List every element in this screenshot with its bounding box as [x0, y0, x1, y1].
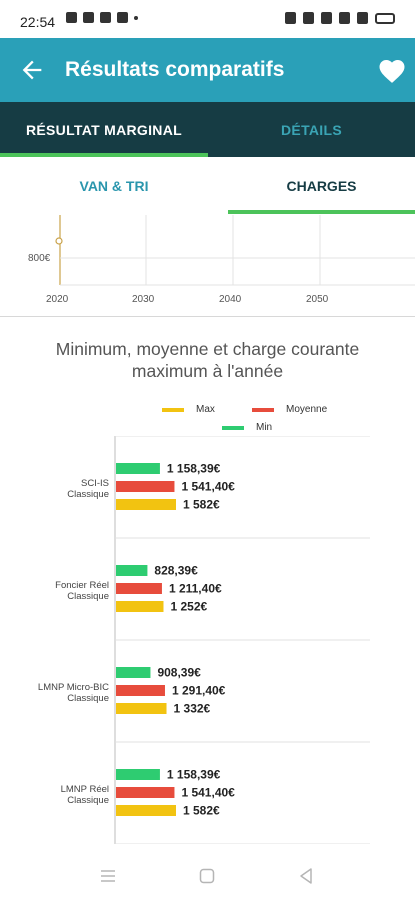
wifi-icon — [339, 12, 350, 24]
legend-swatch-min — [222, 425, 244, 430]
legend-item-max[interactable]: Max — [162, 404, 215, 415]
x-tick-2050: 2050 — [306, 294, 329, 305]
timeline-chart[interactable]: 800€ 2020 2030 2040 2050 — [0, 215, 415, 316]
chart-title-line-2: maximum à l'année — [131, 361, 284, 381]
timeline-point — [55, 237, 63, 245]
notification-icons — [66, 12, 138, 23]
bar-min[interactable] — [116, 565, 148, 576]
bar-value-label: 828,39€ — [154, 564, 198, 578]
legend-item-min[interactable]: Min — [222, 422, 272, 433]
secondary-tabs: VAN & TRI CHARGES — [0, 157, 415, 215]
bar-max[interactable] — [116, 805, 176, 816]
active-tab-indicator — [0, 153, 208, 157]
bar-value-label: 1 158,39€ — [167, 462, 221, 476]
back-nav-icon[interactable] — [296, 866, 316, 886]
legend-label-max: Max — [196, 404, 215, 415]
battery-icon — [375, 12, 395, 24]
section-divider — [0, 316, 415, 317]
tab-details[interactable]: DÉTAILS — [281, 121, 342, 138]
recent-apps-icon[interactable] — [98, 866, 118, 886]
category-label: SCI-IS Classique — [67, 478, 109, 500]
bluetooth-icon — [285, 12, 296, 24]
legend-label-moyenne: Moyenne — [286, 404, 328, 415]
bar-moyenne[interactable] — [116, 787, 175, 798]
category-label: LMNP Réel Classique — [61, 784, 109, 806]
status-time: 22:54 — [20, 14, 56, 30]
y-tick-label: 800€ — [28, 253, 51, 264]
x-tick-2020: 2020 — [46, 294, 69, 305]
bar-value-label: 1 332€ — [174, 702, 211, 716]
chart-legend: Max Moyenne Min — [0, 400, 415, 438]
bar-moyenne[interactable] — [116, 583, 162, 594]
favorite-heart-icon[interactable] — [377, 56, 407, 84]
legend-item-moyenne[interactable]: Moyenne — [252, 404, 327, 415]
bar-max[interactable] — [116, 601, 164, 612]
bar-value-label: 908,39€ — [157, 666, 201, 680]
bar-min[interactable] — [116, 769, 160, 780]
x-tick-2040: 2040 — [219, 294, 242, 305]
category-label: LMNP Micro-BIC Classique — [38, 682, 109, 704]
bar-moyenne[interactable] — [116, 481, 175, 492]
instagram-icon — [100, 12, 111, 23]
category-label: Foncier Réel Classique — [55, 580, 109, 602]
bar-min[interactable] — [116, 667, 151, 678]
bar-value-label: 1 291,40€ — [172, 684, 226, 698]
system-icons — [285, 12, 395, 24]
tab-resultat-marginal[interactable]: RÉSULTAT MARGINAL — [26, 121, 182, 138]
alarm-icon — [321, 12, 332, 24]
bar-value-label: 1 252€ — [170, 600, 207, 614]
system-nav-bar — [0, 852, 415, 900]
bar-max[interactable] — [116, 499, 176, 510]
legend-swatch-moyenne — [252, 407, 274, 412]
app-icon — [117, 12, 128, 23]
x-tick-2030: 2030 — [132, 294, 155, 305]
legend-swatch-max — [162, 407, 184, 412]
bar-value-label: 1 158,39€ — [167, 768, 221, 782]
primary-tabs: RÉSULTAT MARGINAL DÉTAILS — [0, 102, 415, 157]
signal-icon — [357, 12, 368, 24]
more-notifications-icon — [134, 16, 138, 20]
app-bar: Résultats comparatifs — [0, 38, 415, 102]
tab-van-tri[interactable]: VAN & TRI — [79, 178, 149, 194]
bar-value-label: 1 541,40€ — [181, 480, 235, 494]
tab-charges[interactable]: CHARGES — [286, 178, 357, 194]
bar-value-label: 1 211,40€ — [169, 582, 222, 596]
bar-value-label: 1 582€ — [183, 498, 220, 512]
pinterest-icon — [66, 12, 77, 23]
youtube-icon — [83, 12, 94, 23]
status-bar: 22:54 — [0, 0, 415, 38]
page-title: Résultats comparatifs — [65, 58, 285, 81]
chart-title: Minimum, moyenne et charge courante maxi… — [20, 338, 395, 382]
bar-value-label: 1 541,40€ — [181, 786, 235, 800]
home-icon[interactable] — [197, 866, 217, 886]
back-arrow-icon[interactable] — [18, 56, 46, 84]
mute-icon — [303, 12, 314, 24]
bar-moyenne[interactable] — [116, 685, 165, 696]
active-subtab-indicator — [228, 210, 415, 214]
bar-max[interactable] — [116, 703, 167, 714]
legend-label-min: Min — [256, 422, 273, 433]
bar-chart: SCI-IS Classique 1 158,39€ 1 541,40€ 1 582€ F… — [38, 436, 370, 844]
bar-value-label: 1 582€ — [183, 804, 220, 818]
bar-min[interactable] — [116, 463, 160, 474]
chart-title-line-1: Minimum, moyenne et charge courante — [55, 339, 360, 359]
